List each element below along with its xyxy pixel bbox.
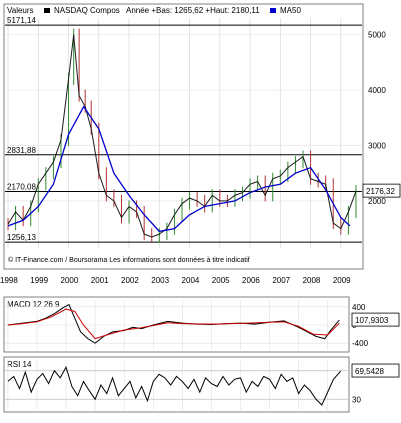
y-tick-label: 3000 <box>368 141 386 150</box>
rsi-grid <box>5 360 348 410</box>
x-axis-ticks: 1998 1999 2000 2001 2002 2003 2004 2005 2006 2007… <box>0 276 351 285</box>
legend: Valeurs NASDAQ Compos Année +Bas: 1265,6… <box>7 6 301 15</box>
reference-label: 2831,88 <box>7 146 36 155</box>
reference-label: 2170,08 <box>7 182 36 191</box>
legend-label-ma50: MA50 <box>280 6 301 15</box>
legend-label-valeurs: Valeurs <box>7 6 34 15</box>
rsi-series <box>7 365 342 406</box>
price-series <box>7 28 357 243</box>
rsi-y-tick-label: 30 <box>352 395 361 404</box>
rsi-title: RSI 14 <box>7 360 32 369</box>
last-value-box <box>362 183 401 198</box>
x-tick-label: 2008 <box>303 276 321 285</box>
source-note: © IT-Finance.com / Boursorama Les inform… <box>8 256 250 264</box>
macd-title: MACD 12 26 9 <box>7 300 60 309</box>
price-last-value: 2176,32 <box>362 183 401 198</box>
rsi-last-value: 69,5428 <box>351 363 400 378</box>
reference-label: 5171,14 <box>7 16 36 25</box>
legend-swatch-ma50 <box>270 8 276 13</box>
price-line <box>7 34 357 238</box>
macd-series <box>7 303 340 344</box>
x-tick-label: 2005 <box>212 276 230 285</box>
last-value-label: 2176,32 <box>366 187 395 196</box>
x-tick-label: 1999 <box>30 276 48 285</box>
x-tick-label: 2001 <box>91 276 109 285</box>
rsi-last-value-box <box>351 363 400 378</box>
legend-label-range: Année +Bas: 1265,62 +Haut: 2180,11 <box>126 6 260 15</box>
x-tick-label: 2009 <box>333 276 351 285</box>
x-tick-label: 2006 <box>242 276 260 285</box>
macd-signal-line <box>7 308 340 340</box>
x-tick-label: 1998 <box>0 276 18 285</box>
legend-swatch-nasdaq <box>44 8 50 13</box>
reference-label: 1256,13 <box>7 233 36 242</box>
price-panel: Valeurs NASDAQ Compos Année +Bas: 1265,6… <box>0 3 401 285</box>
x-tick-label: 2002 <box>121 276 139 285</box>
macd-last-value-box <box>351 312 400 327</box>
rsi-last-value-label: 69,5428 <box>355 367 384 376</box>
reference-lines: 5171,14 2831,88 2170,08 1256,13 <box>5 16 362 243</box>
macd-grid <box>5 300 348 350</box>
macd-y-tick-label: 400 <box>352 303 366 312</box>
x-tick-label: 2007 <box>272 276 290 285</box>
x-tick-label: 2004 <box>182 276 200 285</box>
x-tick-label: 2003 <box>151 276 169 285</box>
y-tick-label: 4000 <box>368 86 386 95</box>
price-grid <box>5 18 362 248</box>
legend-label-nasdaq: NASDAQ Compos <box>54 6 120 15</box>
ma50-line <box>7 105 351 233</box>
macd-last-value: 107,9303 <box>351 312 400 327</box>
macd-y-tick-label: -400 <box>352 339 369 348</box>
x-tick-label: 2000 <box>61 276 79 285</box>
y-tick-label: 2000 <box>368 197 386 206</box>
macd-panel: MACD 12 26 9 4000-400 107,9303 <box>3 296 400 353</box>
price-y-ticks: 5000 4000 3000 2000 <box>368 31 386 206</box>
rsi-line <box>7 365 342 406</box>
rsi-panel: RSI 14 7030 69,5428 <box>3 356 400 413</box>
macd-last-value-label: 107,9303 <box>355 316 389 325</box>
y-tick-label: 5000 <box>368 31 386 40</box>
